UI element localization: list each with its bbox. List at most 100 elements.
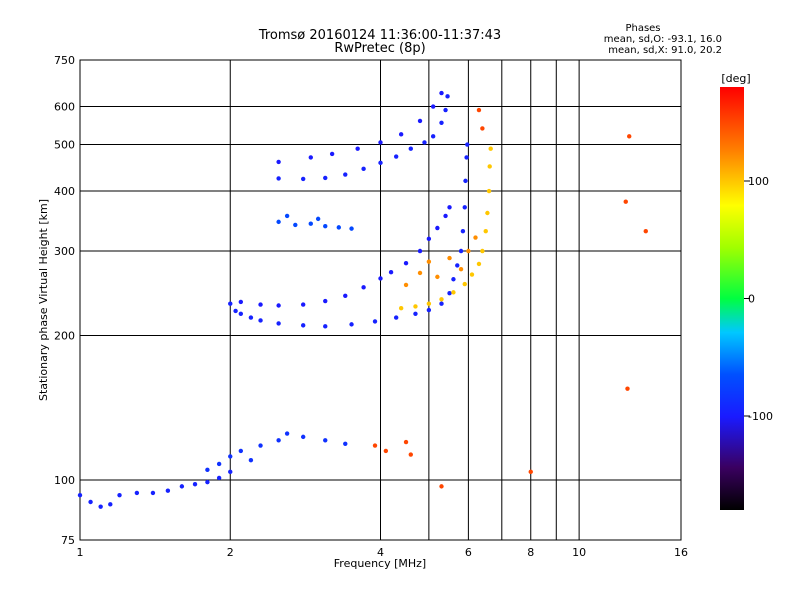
- data-point: [398, 306, 404, 311]
- phases-heading: Phases: [625, 23, 660, 34]
- data-point: [300, 323, 306, 328]
- data-point: [488, 146, 493, 151]
- data-point: [455, 263, 460, 268]
- data-point: [361, 285, 366, 290]
- data-point: [403, 439, 409, 445]
- grid: [80, 60, 681, 540]
- data-point: [165, 488, 171, 493]
- data-point: [465, 142, 470, 147]
- data-point: [447, 291, 452, 296]
- data-point: [403, 282, 409, 288]
- data-point: [248, 315, 254, 320]
- axis-ticks: 1 2 4 6 8 10 16 75 100 200 300 400 500 600 750: [54, 54, 688, 559]
- data-point: [284, 431, 290, 436]
- data-point: [443, 107, 448, 113]
- data-point: [117, 492, 122, 498]
- data-point: [179, 484, 185, 489]
- data-point: [408, 452, 413, 457]
- data-point: [372, 319, 378, 324]
- data-point: [443, 213, 448, 219]
- data-point: [430, 104, 436, 109]
- data-point: [134, 490, 140, 496]
- data-point: [238, 448, 244, 454]
- data-point: [378, 276, 383, 281]
- data-point: [323, 438, 328, 443]
- data-point: [323, 223, 328, 229]
- data-point: [439, 297, 444, 302]
- data-point: [355, 146, 360, 151]
- x-tick-label: 10: [572, 546, 586, 559]
- y-tick-label: 100: [54, 474, 75, 487]
- data-point: [625, 386, 630, 391]
- data-point: [458, 266, 464, 272]
- data-point: [417, 248, 423, 254]
- data-point: [451, 290, 456, 295]
- data-point: [216, 475, 222, 481]
- chart-title: Tromsø 20160124 11:36:00-11:37:43: [258, 28, 501, 43]
- data-point: [276, 303, 281, 308]
- data-point: [336, 225, 342, 230]
- data-point: [343, 172, 348, 177]
- chart-subtitle: RwPretec (8p): [334, 41, 425, 56]
- data-point: [426, 307, 432, 313]
- data-point: [315, 216, 321, 222]
- colorbar-ticks: 100 0 -100: [744, 175, 773, 423]
- y-axis-label: Stationary phase Virtual Height [km]: [37, 199, 50, 401]
- data-point: [403, 260, 409, 266]
- data-point: [293, 222, 298, 228]
- data-point: [349, 322, 354, 327]
- data-point: [447, 205, 452, 210]
- data-point: [88, 499, 93, 505]
- data-point: [383, 448, 389, 454]
- x-tick-label: 2: [227, 546, 234, 559]
- data-points: [77, 90, 648, 509]
- data-point: [417, 270, 423, 276]
- data-point: [150, 490, 156, 496]
- data-point: [98, 504, 103, 509]
- y-tick-label: 75: [61, 534, 75, 547]
- data-point: [486, 188, 492, 194]
- phases-o-stats: mean, sd,O: -93.1, 16.0: [604, 34, 722, 45]
- data-point: [462, 281, 467, 287]
- data-point: [487, 164, 492, 169]
- data-point: [216, 461, 222, 467]
- data-point: [343, 441, 348, 446]
- data-point: [447, 255, 452, 261]
- data-point: [258, 318, 263, 323]
- colorbar-label: [deg]: [721, 72, 750, 85]
- data-point: [258, 302, 263, 307]
- data-point: [466, 248, 471, 254]
- data-point: [435, 274, 440, 280]
- data-point: [258, 443, 263, 448]
- data-point: [308, 155, 313, 160]
- colorbar: [720, 87, 744, 510]
- data-point: [426, 259, 432, 264]
- data-point: [238, 299, 244, 305]
- data-point: [228, 469, 233, 475]
- data-point: [464, 155, 469, 160]
- data-point: [343, 293, 348, 298]
- x-tick-label: 8: [527, 546, 534, 559]
- data-point: [439, 120, 444, 125]
- data-point: [485, 210, 490, 216]
- data-point: [445, 94, 450, 99]
- data-point: [439, 90, 444, 96]
- data-point: [349, 226, 354, 231]
- data-point: [372, 443, 378, 448]
- data-point: [422, 140, 427, 145]
- data-point: [108, 502, 113, 507]
- colorbar-tick-label: 0: [748, 293, 755, 306]
- data-point: [238, 311, 244, 316]
- data-point: [451, 277, 456, 282]
- data-point: [426, 236, 432, 242]
- colorbar-tick-label: 100: [748, 175, 769, 188]
- data-point: [329, 151, 335, 157]
- data-point: [476, 107, 482, 113]
- data-point: [323, 324, 328, 329]
- data-point: [413, 304, 418, 309]
- data-point: [463, 178, 468, 184]
- colorbar-tick-label: -100: [748, 410, 773, 423]
- x-tick-label: 1: [77, 546, 84, 559]
- data-point: [480, 248, 485, 254]
- data-point: [300, 434, 306, 440]
